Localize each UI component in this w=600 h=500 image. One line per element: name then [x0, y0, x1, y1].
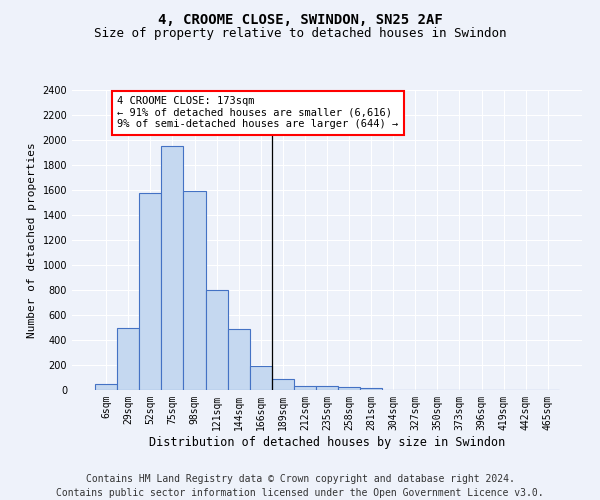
Bar	[95, 384, 117, 390]
Bar	[139, 192, 161, 390]
Bar	[360, 388, 382, 390]
Bar	[316, 386, 338, 390]
Text: 4, CROOME CLOSE, SWINDON, SN25 2AF: 4, CROOME CLOSE, SWINDON, SN25 2AF	[158, 12, 442, 26]
Bar	[294, 386, 316, 390]
Text: Contains HM Land Registry data © Crown copyright and database right 2024.
Contai: Contains HM Land Registry data © Crown c…	[56, 474, 544, 498]
Bar	[206, 290, 227, 390]
Bar	[227, 329, 250, 390]
Y-axis label: Number of detached properties: Number of detached properties	[27, 142, 37, 338]
Bar	[117, 328, 139, 390]
Text: Size of property relative to detached houses in Swindon: Size of property relative to detached ho…	[94, 28, 506, 40]
Bar	[184, 191, 206, 390]
Bar	[250, 366, 272, 390]
Bar	[272, 379, 294, 390]
Bar	[161, 146, 184, 390]
X-axis label: Distribution of detached houses by size in Swindon: Distribution of detached houses by size …	[149, 436, 505, 448]
Text: 4 CROOME CLOSE: 173sqm
← 91% of detached houses are smaller (6,616)
9% of semi-d: 4 CROOME CLOSE: 173sqm ← 91% of detached…	[117, 96, 398, 130]
Bar	[338, 387, 360, 390]
